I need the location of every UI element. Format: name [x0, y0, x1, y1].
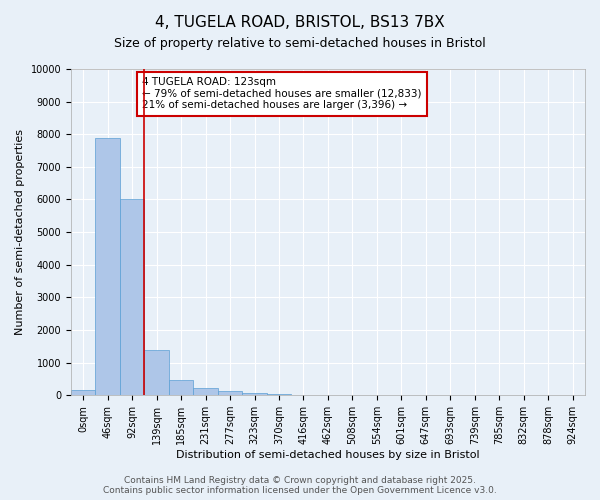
Text: 4, TUGELA ROAD, BRISTOL, BS13 7BX: 4, TUGELA ROAD, BRISTOL, BS13 7BX: [155, 15, 445, 30]
Bar: [145, 350, 169, 395]
Y-axis label: Number of semi-detached properties: Number of semi-detached properties: [15, 129, 25, 335]
Bar: [218, 392, 242, 395]
Bar: [120, 200, 145, 395]
Bar: [193, 388, 218, 395]
Text: Contains HM Land Registry data © Crown copyright and database right 2025.
Contai: Contains HM Land Registry data © Crown c…: [103, 476, 497, 495]
Bar: [95, 138, 120, 395]
Bar: [242, 392, 267, 395]
Text: 4 TUGELA ROAD: 123sqm
← 79% of semi-detached houses are smaller (12,833)
21% of : 4 TUGELA ROAD: 123sqm ← 79% of semi-deta…: [142, 77, 421, 110]
Bar: [71, 390, 95, 395]
X-axis label: Distribution of semi-detached houses by size in Bristol: Distribution of semi-detached houses by …: [176, 450, 480, 460]
Text: Size of property relative to semi-detached houses in Bristol: Size of property relative to semi-detach…: [114, 38, 486, 51]
Bar: [267, 394, 291, 395]
Bar: [169, 380, 193, 395]
